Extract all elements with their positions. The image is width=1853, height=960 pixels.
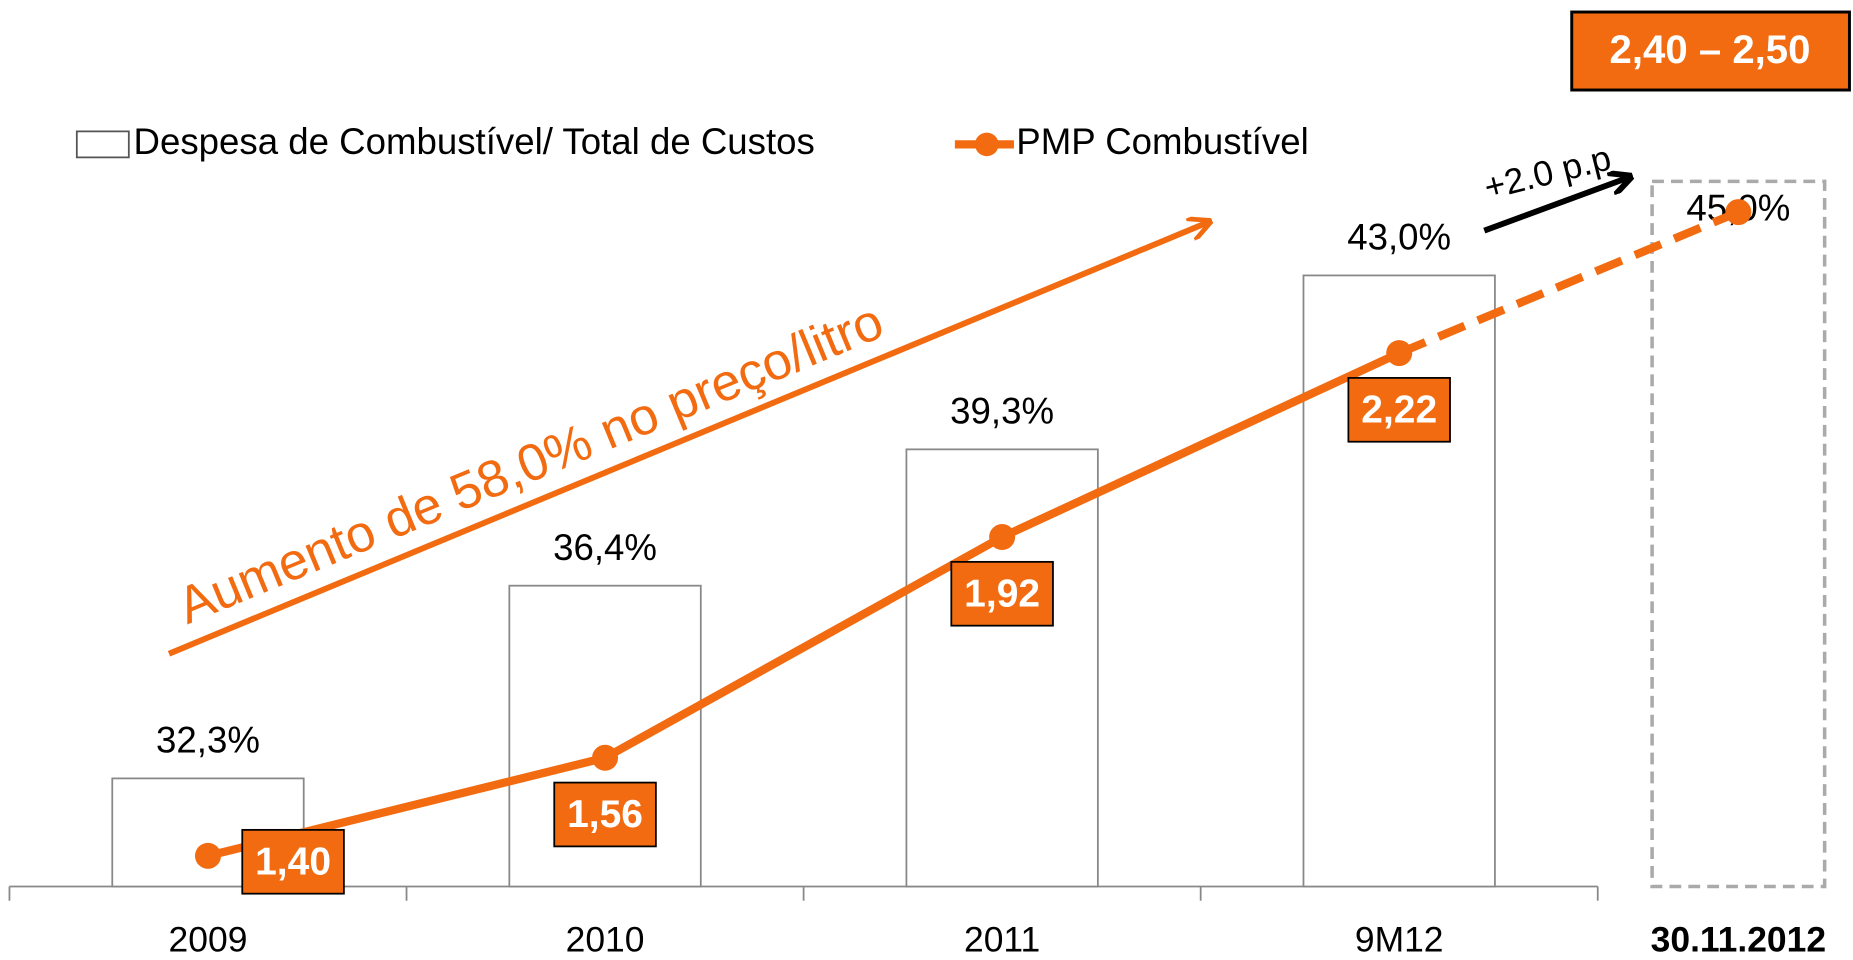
x-tick-label: 9M12 xyxy=(1355,919,1444,959)
data-label-box xyxy=(241,828,345,895)
legend-label: PMP Combustível xyxy=(1016,121,1308,162)
line-point xyxy=(989,524,1016,551)
range-box xyxy=(1570,10,1851,92)
line-point xyxy=(1725,199,1752,226)
legend-swatch xyxy=(75,130,130,159)
x-tick-label: 2009 xyxy=(169,919,248,959)
x-tick-label: 30.11.2012 xyxy=(1651,919,1826,959)
x-tick-label: 2010 xyxy=(566,919,645,959)
line-projection xyxy=(1397,208,1740,357)
bar xyxy=(1302,274,1496,888)
bar-value-label: 39,3% xyxy=(950,391,1054,432)
legend-marker xyxy=(974,132,999,157)
data-label: 1,40 xyxy=(255,840,331,883)
bar-value-label: 36,4% xyxy=(553,527,657,568)
line-point xyxy=(1386,340,1413,367)
bar-value-label: 32,3% xyxy=(156,720,260,761)
line-point xyxy=(194,842,221,869)
line xyxy=(206,349,1401,860)
bar xyxy=(1650,179,1827,889)
line-point xyxy=(592,744,619,771)
pp-arrow xyxy=(1483,177,1628,234)
trend-arrow xyxy=(167,222,1208,657)
data-label: 2,22 xyxy=(1361,388,1437,431)
data-label-box xyxy=(950,560,1054,627)
data-label-box xyxy=(553,781,657,848)
x-axis-ticks xyxy=(8,886,1599,901)
data-label-box xyxy=(1347,377,1451,443)
legend-label: Despesa de Combustível/ Total de Custos xyxy=(134,121,815,162)
x-tick-label: 2011 xyxy=(964,919,1040,959)
data-label: 1,92 xyxy=(964,572,1040,615)
data-label: 1,56 xyxy=(567,793,643,836)
bar-value-label: 43,0% xyxy=(1347,217,1451,258)
pp-annotation: +2.0 p.p xyxy=(1480,138,1615,208)
trend-annotation: Aumento de 58,0% no preço/litro xyxy=(170,292,892,635)
bar xyxy=(905,448,1099,888)
range-label: 2,40 – 2,50 xyxy=(1610,27,1811,72)
